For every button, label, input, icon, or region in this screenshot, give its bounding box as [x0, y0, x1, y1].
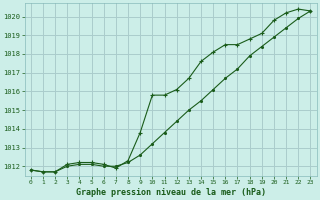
X-axis label: Graphe pression niveau de la mer (hPa): Graphe pression niveau de la mer (hPa)	[76, 188, 266, 197]
